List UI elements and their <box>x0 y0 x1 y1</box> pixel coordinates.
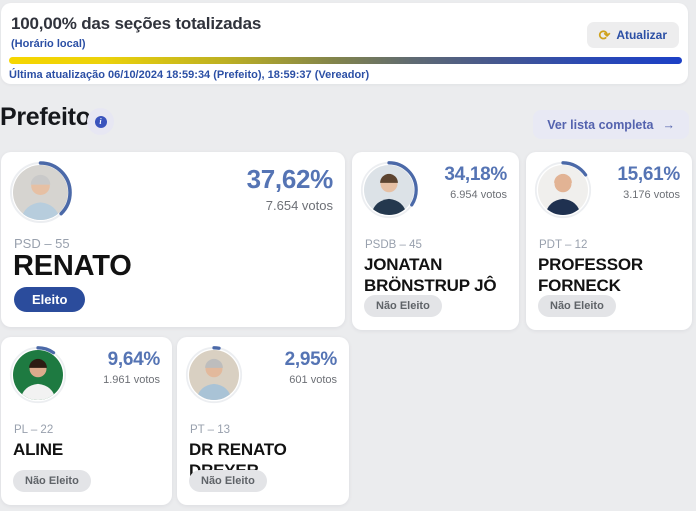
party-number: PSD – 55 <box>14 236 70 251</box>
party-number: PT – 13 <box>190 424 231 436</box>
candidate-avatar <box>9 346 67 404</box>
candidate-card[interactable]: 9,64% 1.961 votos PL – 22 ALINE Não Elei… <box>1 337 172 505</box>
sections-totalized-title: 100,00% das seções totalizadas <box>11 14 262 33</box>
totalization-header-card: 100,00% das seções totalizadas (Horário … <box>1 3 688 84</box>
refresh-button[interactable]: ⟳ Atualizar <box>586 22 679 48</box>
candidate-photo <box>364 165 414 215</box>
vote-percent: 34,18% <box>444 164 507 185</box>
vote-percent: 2,95% <box>284 349 338 370</box>
party-number: PSDB – 45 <box>365 239 422 251</box>
vote-count: 6.954 votos <box>450 189 507 201</box>
page-title: Prefeito <box>0 103 91 131</box>
view-full-list-label: Ver lista completa <box>547 117 654 132</box>
candidate-avatar <box>534 161 592 219</box>
candidate-photo <box>13 165 68 220</box>
vote-count: 7.654 votos <box>265 198 333 213</box>
status-badge: Eleito <box>14 287 86 312</box>
refresh-button-label: Atualizar <box>616 28 667 42</box>
status-badge: Não Eleito <box>364 295 442 317</box>
candidate-card[interactable]: 37,62% 7.654 votos PSD – 55 RENATO Eleit… <box>1 152 345 327</box>
status-badge: Não Eleito <box>13 470 91 492</box>
vote-progress-ring <box>9 346 67 404</box>
candidate-card[interactable]: 2,95% 601 votos PT – 13 DR RENATO DREYER… <box>177 337 349 505</box>
view-full-list-button[interactable]: Ver lista completa → <box>533 110 689 139</box>
candidate-avatar <box>360 161 418 219</box>
vote-progress-ring <box>9 161 72 224</box>
local-time-note: (Horário local) <box>11 38 86 50</box>
vote-progress-ring <box>185 346 243 404</box>
vote-progress-ring <box>534 161 592 219</box>
vote-percent: 15,61% <box>617 164 680 185</box>
candidate-avatar <box>9 161 72 224</box>
last-update-text: Última atualização 06/10/2024 18:59:34 (… <box>9 69 370 81</box>
candidate-photo <box>538 165 588 215</box>
vote-count: 3.176 votos <box>623 189 680 201</box>
candidate-photo <box>189 350 239 400</box>
candidate-name: PROFESSOR FORNECK <box>538 255 643 296</box>
arrow-right-icon: → <box>662 117 676 132</box>
vote-count: 1.961 votos <box>103 374 160 386</box>
vote-percent: 37,62% <box>246 164 334 194</box>
candidate-card[interactable]: 34,18% 6.954 votos PSDB – 45 JONATAN BRÖ… <box>352 152 519 330</box>
candidate-name: JONATAN BRÖNSTRUP JÔ <box>364 255 497 296</box>
vote-percent: 9,64% <box>107 349 161 370</box>
candidate-name: ALINE <box>13 440 64 459</box>
candidate-name: RENATO <box>13 250 132 282</box>
candidate-card[interactable]: 15,61% 3.176 votos PDT – 12 PROFESSOR FO… <box>526 152 692 330</box>
info-icon-glyph: i <box>94 115 107 128</box>
vote-progress-ring <box>360 161 418 219</box>
party-number: PL – 22 <box>14 424 54 436</box>
status-badge: Não Eleito <box>189 470 267 492</box>
candidate-photo <box>13 350 63 400</box>
candidate-avatar <box>185 346 243 404</box>
status-badge: Não Eleito <box>538 295 616 317</box>
vote-count: 601 votos <box>289 374 337 386</box>
party-number: PDT – 12 <box>539 239 588 251</box>
totalization-gradient-bar <box>9 57 682 64</box>
refresh-icon: ⟳ <box>598 27 611 43</box>
info-icon[interactable]: i <box>87 108 114 135</box>
